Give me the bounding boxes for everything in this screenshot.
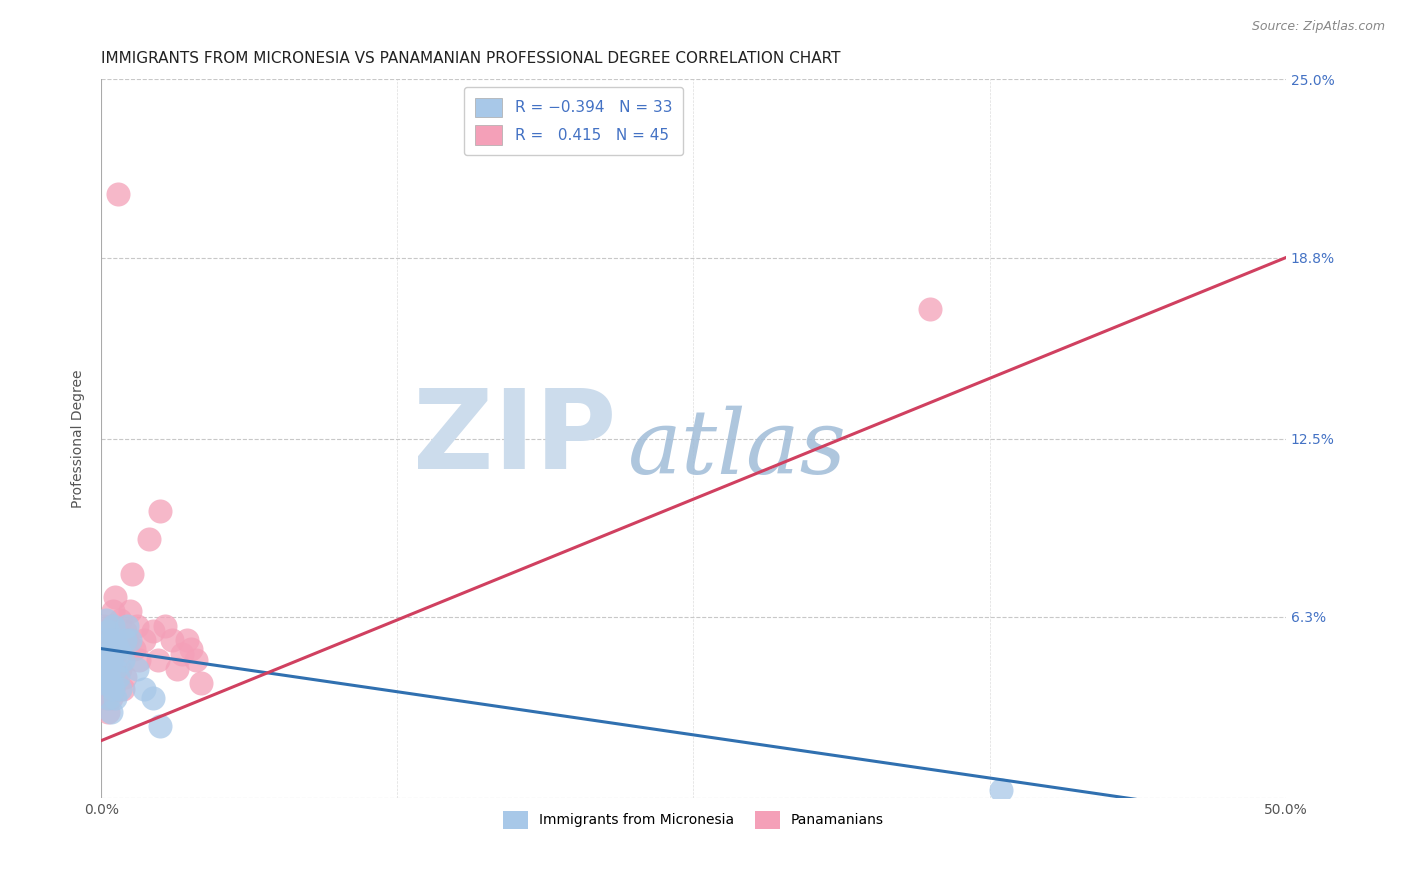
Point — [104, 590, 127, 604]
Point — [93, 632, 115, 647]
Point — [94, 648, 117, 662]
Point — [176, 632, 198, 647]
Text: IMMIGRANTS FROM MICRONESIA VS PANAMANIAN PROFESSIONAL DEGREE CORRELATION CHART: IMMIGRANTS FROM MICRONESIA VS PANAMANIAN… — [101, 51, 841, 66]
Y-axis label: Professional Degree: Professional Degree — [72, 369, 86, 508]
Point — [100, 690, 122, 705]
Point — [128, 653, 150, 667]
Point — [162, 632, 184, 647]
Point — [93, 676, 115, 690]
Point — [114, 670, 136, 684]
Point — [107, 187, 129, 202]
Point — [100, 676, 122, 690]
Point — [104, 648, 127, 662]
Point — [124, 641, 146, 656]
Point — [146, 653, 169, 667]
Point — [108, 613, 131, 627]
Point — [114, 624, 136, 639]
Point — [100, 632, 122, 647]
Point — [118, 632, 141, 647]
Point — [94, 690, 117, 705]
Point — [93, 676, 115, 690]
Point — [142, 690, 165, 705]
Point — [180, 641, 202, 656]
Point — [111, 681, 134, 696]
Point — [104, 662, 127, 676]
Point — [97, 665, 120, 679]
Point — [104, 632, 127, 647]
Point — [990, 782, 1012, 797]
Point — [138, 533, 160, 547]
Point — [100, 653, 122, 667]
Point — [94, 624, 117, 639]
Text: ZIP: ZIP — [413, 385, 616, 492]
Point — [97, 632, 120, 647]
Text: Source: ZipAtlas.com: Source: ZipAtlas.com — [1251, 20, 1385, 33]
Point — [104, 690, 127, 705]
Text: atlas: atlas — [628, 406, 848, 493]
Point — [107, 641, 129, 656]
Point — [101, 648, 124, 662]
Point — [100, 618, 122, 632]
Point — [97, 662, 120, 676]
Point — [101, 618, 124, 632]
Legend: Immigrants from Micronesia, Panamanians: Immigrants from Micronesia, Panamanians — [498, 805, 890, 834]
Point — [97, 690, 120, 705]
Point — [108, 662, 131, 676]
Point — [93, 641, 115, 656]
Point — [97, 624, 120, 639]
Point — [132, 632, 155, 647]
Point — [101, 681, 124, 696]
Point — [111, 653, 134, 667]
Point — [97, 648, 120, 662]
Point — [94, 653, 117, 667]
Point — [97, 705, 120, 719]
Point — [190, 676, 212, 690]
Point — [118, 604, 141, 618]
Point — [170, 648, 193, 662]
Point — [100, 653, 122, 667]
Point — [125, 618, 148, 632]
Point — [111, 632, 134, 647]
Point — [920, 302, 942, 317]
Point — [117, 618, 139, 632]
Point — [108, 648, 131, 662]
Point — [121, 566, 143, 581]
Point — [94, 670, 117, 684]
Point — [101, 604, 124, 618]
Point — [93, 618, 115, 632]
Point — [142, 624, 165, 639]
Point — [93, 653, 115, 667]
Point — [149, 719, 172, 733]
Point — [117, 632, 139, 647]
Point — [101, 681, 124, 696]
Point — [125, 662, 148, 676]
Point — [107, 670, 129, 684]
Point — [101, 641, 124, 656]
Point — [114, 632, 136, 647]
Point — [166, 662, 188, 676]
Point — [100, 705, 122, 719]
Point — [94, 613, 117, 627]
Point — [132, 681, 155, 696]
Point — [149, 503, 172, 517]
Point — [108, 681, 131, 696]
Point — [153, 618, 176, 632]
Point — [184, 653, 207, 667]
Point — [107, 632, 129, 647]
